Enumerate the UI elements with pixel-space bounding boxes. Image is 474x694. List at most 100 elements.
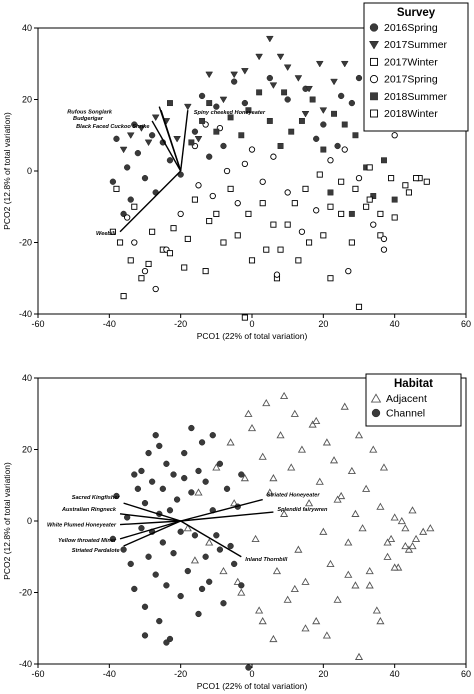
data-point [276, 53, 285, 61]
data-point [423, 178, 430, 185]
data-point [152, 432, 159, 439]
legend-entry: 2017Spring [384, 74, 438, 86]
legend-marker [368, 41, 380, 50]
data-point [408, 541, 417, 550]
vector-label: Rufous Songlark [67, 110, 113, 116]
data-point [270, 153, 277, 160]
x-tick-label: -60 [31, 669, 44, 679]
vector-line [180, 520, 242, 558]
data-point [109, 178, 117, 185]
vector-label: Spiny cheeked Honeyeater [194, 110, 266, 116]
data-point [194, 136, 203, 143]
data-point [308, 420, 317, 428]
y-tick-label: 20 [22, 445, 32, 455]
data-point [365, 567, 374, 575]
data-point [216, 546, 224, 553]
data-point [206, 100, 213, 107]
data-point [284, 221, 291, 228]
legend-entry: 2018Summer [384, 91, 448, 103]
legend-marker [371, 408, 381, 418]
data-point [391, 132, 398, 139]
data-point [411, 534, 421, 542]
data-point [124, 214, 131, 221]
data-point [341, 121, 348, 128]
data-point [259, 178, 266, 185]
data-point [269, 82, 278, 89]
data-point [320, 146, 327, 153]
data-point [354, 652, 364, 660]
data-point [134, 485, 142, 492]
data-point [355, 303, 363, 310]
data-point [127, 560, 134, 568]
data-point [426, 524, 435, 532]
data-point [206, 217, 213, 225]
data-point [327, 189, 334, 196]
data-point [213, 103, 220, 110]
series-channel [109, 424, 252, 671]
data-point [145, 449, 152, 457]
data-point [354, 431, 364, 439]
data-point [291, 200, 298, 207]
data-point [327, 275, 334, 282]
data-point [283, 595, 292, 603]
data-point [266, 74, 273, 82]
data-point [391, 214, 398, 221]
data-point [170, 550, 177, 557]
data-point [231, 78, 238, 85]
data-point [166, 250, 174, 257]
data-point [341, 146, 348, 153]
data-point [390, 513, 399, 521]
data-point [283, 64, 292, 72]
data-point [156, 617, 163, 625]
vector-label: Sacred Kingfisher [72, 495, 121, 501]
data-point [313, 135, 320, 142]
data-point [220, 600, 227, 607]
data-point [230, 71, 239, 79]
data-point [377, 232, 384, 239]
data-point [319, 107, 328, 114]
data-point [295, 257, 302, 264]
data-point [348, 239, 355, 246]
data-point [159, 539, 166, 546]
data-point [383, 538, 392, 546]
data-point [366, 164, 373, 171]
data-point [287, 463, 296, 471]
data-point [269, 634, 278, 643]
data-point [320, 232, 327, 239]
data-point [109, 535, 117, 543]
data-point [351, 581, 360, 589]
y-tick-label: -40 [19, 659, 32, 669]
data-point [156, 442, 163, 450]
vector-line [119, 513, 181, 522]
data-point [198, 439, 206, 446]
data-point [380, 235, 388, 243]
legend-entry: Channel [386, 408, 425, 420]
data-point [344, 570, 353, 578]
legend-marker [370, 109, 378, 118]
x-tick-label: 20 [318, 669, 328, 679]
data-point [191, 128, 199, 135]
data-point [191, 196, 198, 203]
data-point [223, 485, 231, 492]
data-point [397, 516, 406, 525]
data-point [312, 416, 321, 424]
vector-label: Weebill [96, 231, 116, 237]
data-point [194, 488, 203, 496]
data-point [365, 581, 374, 589]
data-point [259, 200, 266, 207]
data-point [405, 189, 412, 196]
data-point [272, 567, 282, 575]
vector-label: Striated Pardalote [72, 548, 120, 554]
data-point [181, 449, 188, 457]
legend-marker [370, 92, 378, 101]
data-point [290, 409, 299, 417]
data-point [313, 207, 320, 214]
data-point [138, 467, 145, 475]
legend-title: Habitat [394, 378, 433, 390]
data-point [198, 585, 206, 593]
data-point [381, 157, 387, 164]
data-point [338, 92, 345, 100]
data-point [322, 631, 331, 639]
data-point [315, 60, 324, 68]
